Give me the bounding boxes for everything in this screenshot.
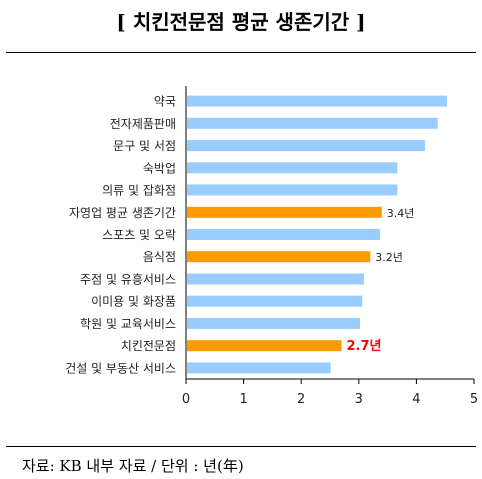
bar — [187, 140, 425, 152]
data-label: 3.2년 — [375, 251, 403, 264]
bar — [187, 229, 381, 240]
bar — [187, 251, 371, 263]
category-label: 전자제품판매 — [110, 117, 176, 131]
x-tick-label: 0 — [182, 392, 190, 407]
x-tick-label: 2 — [297, 392, 305, 407]
data-label: 3.4년 — [387, 207, 415, 220]
data-label: 2.7년 — [347, 339, 382, 354]
category-label: 숙박업 — [143, 161, 176, 175]
category-label: 음식점 — [143, 250, 176, 264]
bar — [187, 295, 363, 307]
bar — [187, 273, 364, 285]
x-tick-label: 3 — [355, 392, 363, 407]
bar — [187, 117, 438, 129]
category-label: 주점 및 유흥서비스 — [80, 273, 176, 287]
category-label: 학원 및 교육서비스 — [80, 317, 176, 331]
bar — [187, 317, 360, 329]
bar — [187, 95, 447, 107]
category-label: 약국 — [154, 94, 176, 109]
x-tick-label: 5 — [470, 392, 478, 407]
bar — [187, 362, 331, 374]
top-rule — [6, 52, 476, 53]
bar — [187, 206, 382, 218]
bar — [187, 184, 398, 196]
bottom-rule — [6, 446, 476, 447]
category-label: 의류 및 잡화점 — [102, 184, 176, 198]
category-label: 문구 및 서점 — [113, 139, 176, 153]
x-tick-label: 4 — [412, 392, 420, 407]
bar — [187, 162, 398, 174]
category-label: 건설 및 부동산 서비스 — [65, 361, 176, 375]
source-note: 자료: KB 내부 자료 / 단위 : 년(年) — [22, 457, 244, 475]
category-label: 치킨전문점 — [121, 339, 176, 353]
category-label: 이미용 및 화장품 — [91, 295, 176, 309]
bar — [187, 340, 342, 352]
x-tick-label: 1 — [239, 392, 247, 407]
chart-title: [ 치킨전문점 평균 생존기간 ] — [116, 10, 366, 34]
category-label: 자영업 평균 생존기간 — [69, 206, 176, 220]
category-label: 스포츠 및 오락 — [102, 228, 176, 242]
